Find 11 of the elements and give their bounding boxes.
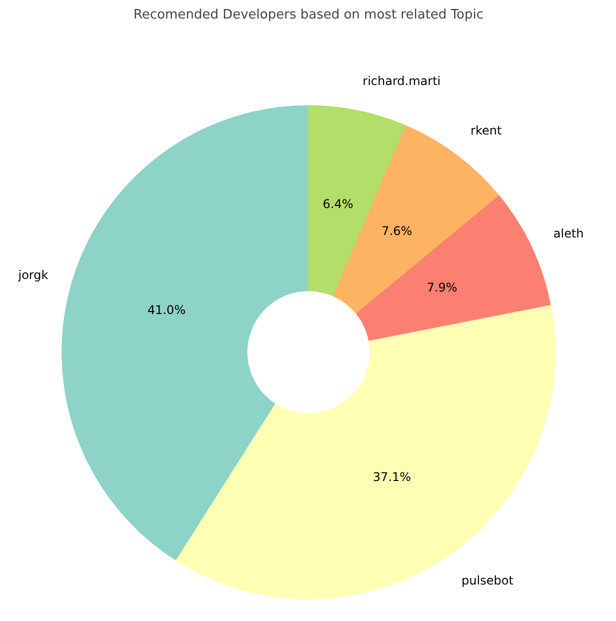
slice-label: richard.marti xyxy=(362,74,441,88)
data-label: 6.4% xyxy=(322,197,354,212)
data-label: 41.0% xyxy=(147,303,186,318)
slice-label: rkent xyxy=(470,123,502,138)
slice-label: pulsebot xyxy=(462,574,514,588)
chart-title: Recomended Developers based on most related Topic xyxy=(134,8,484,22)
slice-label: aleth xyxy=(553,226,584,241)
slice-label: jorgk xyxy=(17,268,48,282)
data-label: 7.6% xyxy=(382,224,412,238)
data-label: 37.1% xyxy=(372,470,412,484)
data-label: 7.9% xyxy=(426,280,458,294)
